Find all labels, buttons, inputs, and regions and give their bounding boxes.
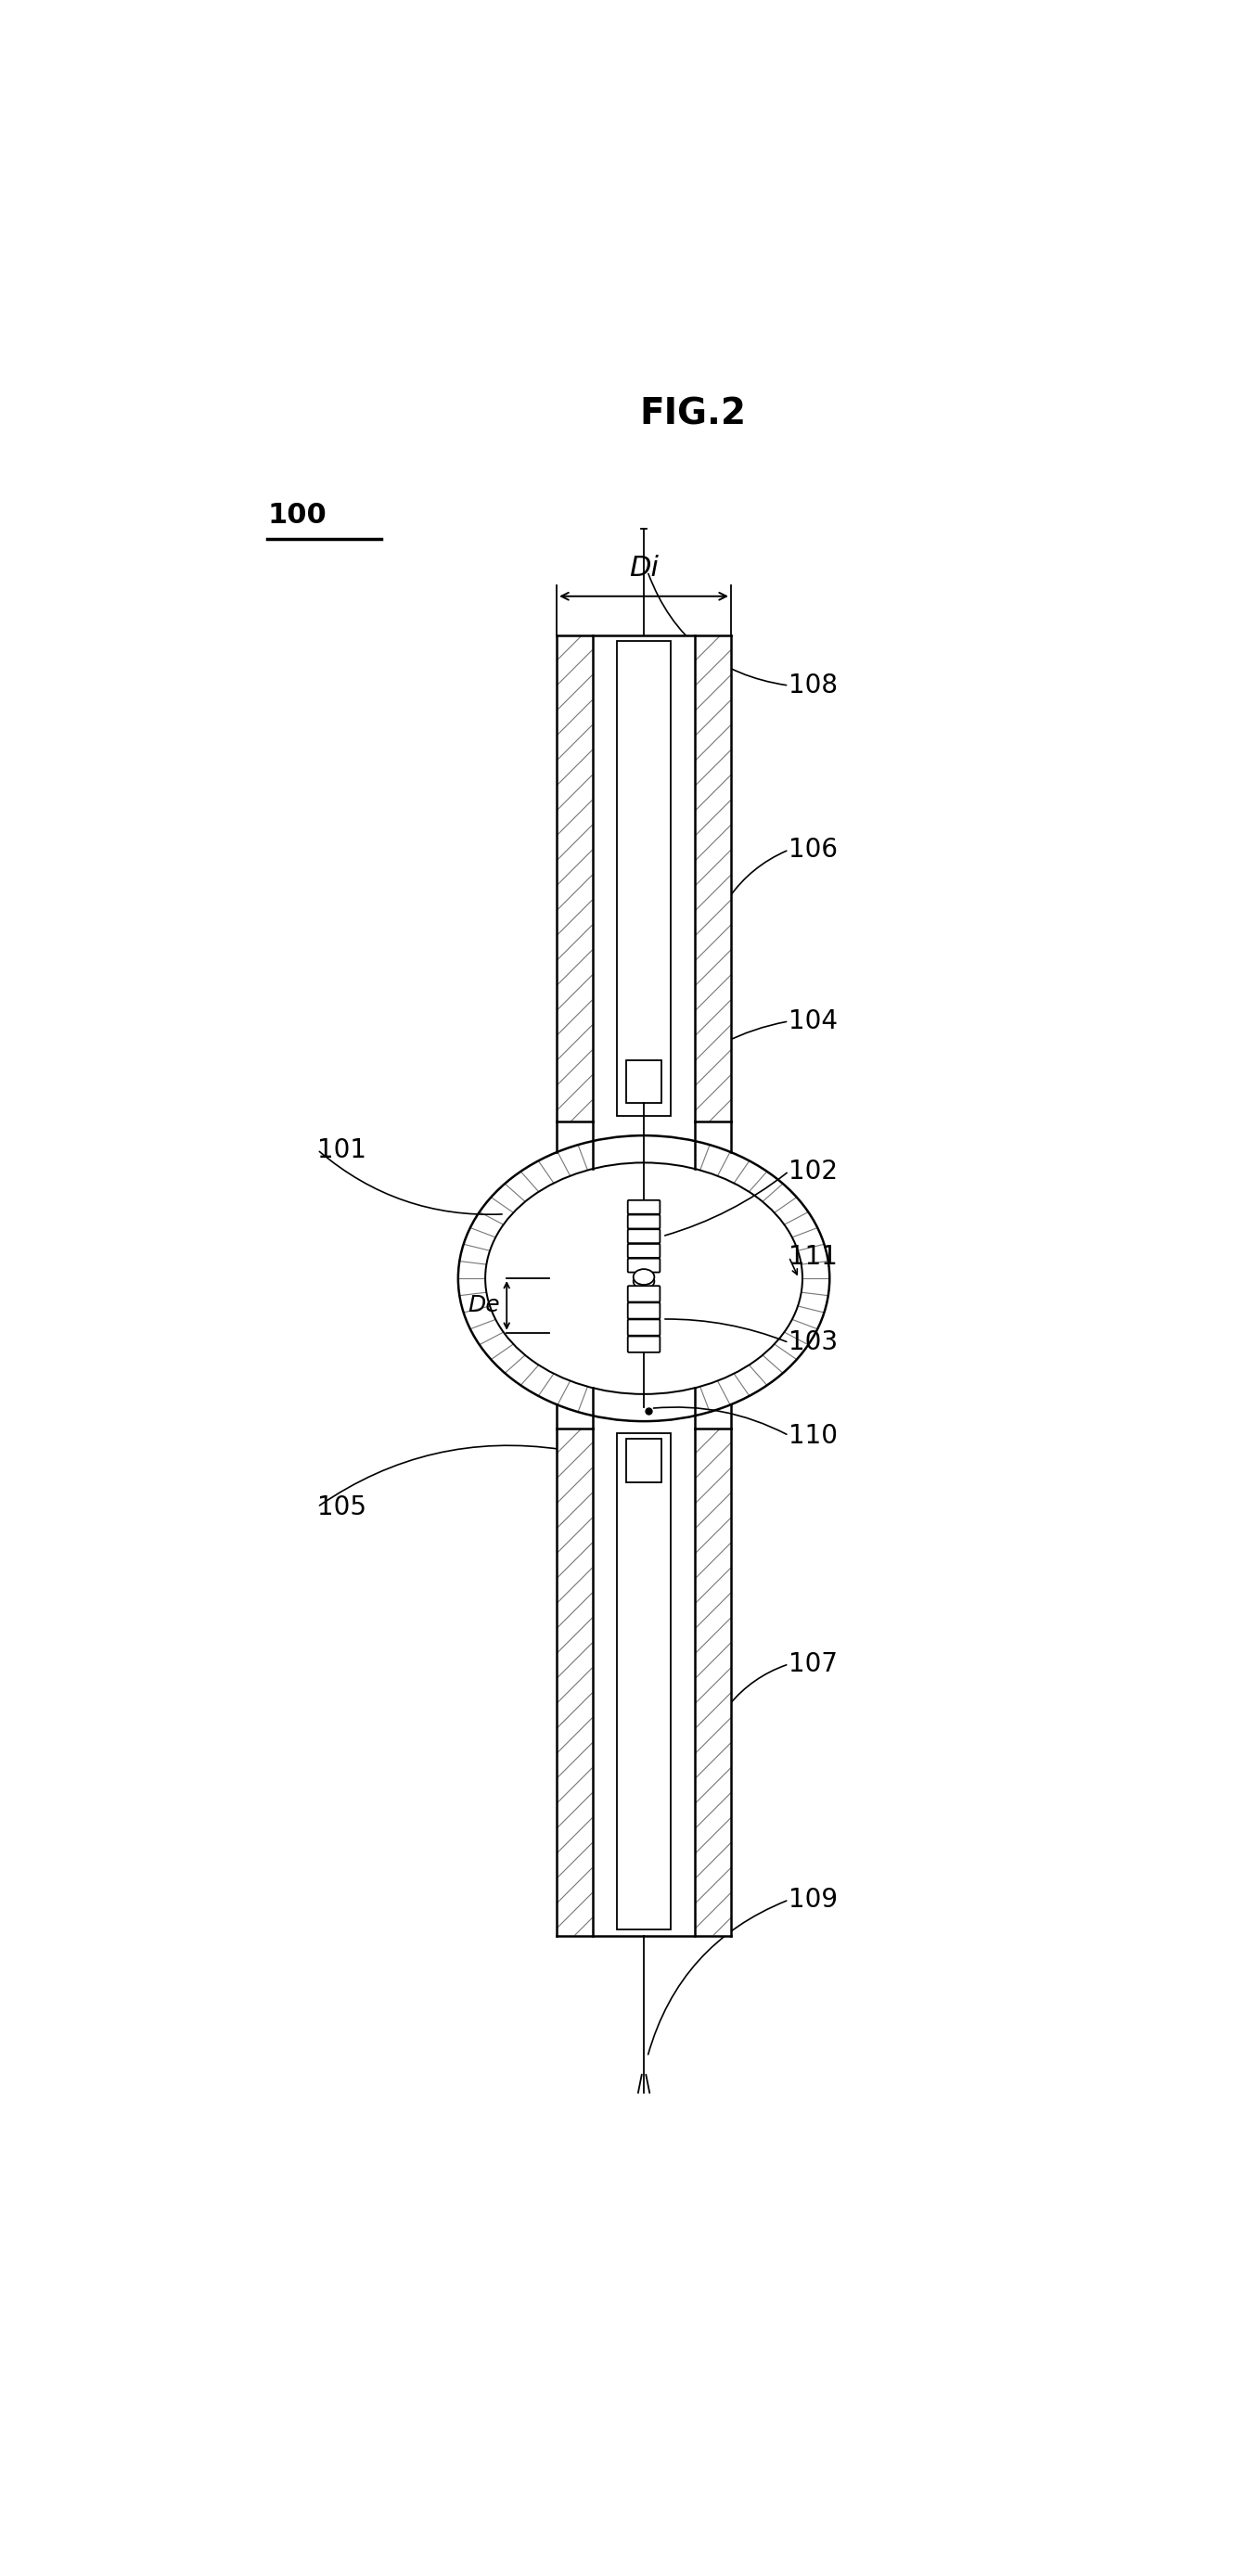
FancyBboxPatch shape [627, 1244, 660, 1257]
FancyBboxPatch shape [627, 1285, 660, 1301]
Bar [557, 636, 732, 1121]
Bar [626, 1440, 661, 1481]
Bar [617, 1432, 671, 1929]
FancyBboxPatch shape [627, 1229, 660, 1244]
Bar [592, 1427, 695, 1935]
FancyBboxPatch shape [627, 1200, 660, 1213]
Ellipse shape [634, 1270, 655, 1285]
Text: 105: 105 [318, 1494, 367, 1520]
FancyBboxPatch shape [627, 1319, 660, 1334]
FancyBboxPatch shape [627, 1260, 660, 1273]
Text: 110: 110 [789, 1422, 838, 1448]
Text: 104: 104 [789, 1007, 838, 1033]
Text: FIG.2: FIG.2 [640, 397, 745, 433]
Bar [617, 641, 671, 1115]
Text: 103: 103 [789, 1329, 838, 1355]
Ellipse shape [458, 1136, 830, 1422]
FancyBboxPatch shape [627, 1337, 660, 1352]
Bar [557, 1427, 732, 1935]
Text: De: De [468, 1293, 499, 1316]
Bar [592, 636, 695, 1121]
Text: 108: 108 [789, 672, 838, 698]
Bar [626, 1061, 661, 1103]
Text: 111: 111 [789, 1244, 838, 1270]
Ellipse shape [634, 1273, 655, 1288]
Text: 101: 101 [318, 1136, 367, 1162]
FancyBboxPatch shape [627, 1303, 660, 1319]
FancyBboxPatch shape [627, 1216, 660, 1229]
Text: 109: 109 [789, 1886, 838, 1914]
Text: 102: 102 [789, 1159, 838, 1185]
Text: 107: 107 [789, 1651, 838, 1677]
Text: 100: 100 [268, 502, 327, 528]
Text: Di: Di [628, 554, 659, 582]
Text: 106: 106 [789, 837, 838, 863]
